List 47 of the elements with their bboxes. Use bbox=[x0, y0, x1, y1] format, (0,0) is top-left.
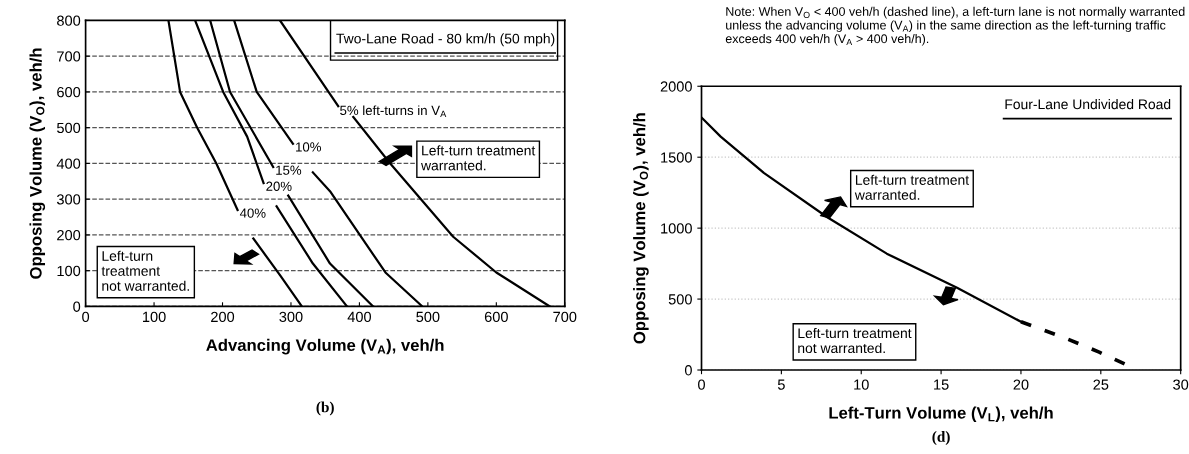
y-tick-label: 600 bbox=[57, 87, 81, 98]
x-tick-label: 15 bbox=[934, 379, 949, 390]
text: Four-Lane Undivided Road bbox=[1005, 99, 1171, 110]
y-axis-title: Opposing Volume (V$_{O}$), veh/h bbox=[29, 48, 46, 279]
x-tick-label: 30 bbox=[1173, 379, 1189, 390]
x-tick-label: 25 bbox=[1093, 379, 1109, 390]
y-tick-label: 1500 bbox=[661, 152, 692, 163]
y-tick-label: 0 bbox=[684, 365, 692, 376]
x-tick-label: 500 bbox=[416, 311, 440, 323]
x-tick-label: 300 bbox=[279, 311, 303, 323]
series-label: 40% bbox=[239, 208, 266, 218]
text: (b) bbox=[316, 401, 334, 416]
x-tick-label: 0 bbox=[698, 379, 705, 390]
x-tick-label: 5 bbox=[777, 379, 785, 390]
series-label: 20% bbox=[266, 181, 292, 191]
series-label: 15% bbox=[276, 165, 302, 175]
y-tick-label: 800 bbox=[57, 15, 81, 26]
y-tick-label: 200 bbox=[57, 230, 81, 241]
x-tick-label: 200 bbox=[211, 311, 235, 323]
x-tick-label: 20 bbox=[1013, 379, 1029, 390]
y-tick-label: 0 bbox=[73, 301, 81, 312]
y-tick-label: 400 bbox=[56, 158, 81, 169]
x-axis-title: Advancing Volume (V$_{A}$), veh/h bbox=[206, 338, 444, 355]
annotation: Left-turn treatment not warranted. bbox=[101, 250, 189, 291]
annotation: Left-turn treatment warranted. bbox=[854, 174, 969, 200]
x-tick-label: 0 bbox=[82, 311, 90, 323]
y-tick-label: 1000 bbox=[661, 223, 692, 234]
y-tick-label: 2000 bbox=[660, 81, 692, 92]
y-tick-label: 100 bbox=[57, 265, 81, 277]
y-tick-label: 700 bbox=[57, 51, 81, 62]
series-label: 5% left-turns in V$_{A}$ bbox=[340, 105, 447, 118]
y-tick-label: 500 bbox=[668, 294, 692, 305]
text: Note: When V$_{O}$ < 400 veh/h (dashed line), a left-turn lane is not normally warranted unless the advancing volume (V$_{A}$) in the same direction as the left-turning traffic exceeds 400 veh/h (V$_{A}$ > 400 veh/h). bbox=[725, 6, 1185, 46]
y-axis-title: Opposing Volume (V$_{O}$), veh/h bbox=[633, 113, 649, 344]
y-tick-label: 300 bbox=[56, 194, 81, 205]
annotation: Left-turn treatment warranted. bbox=[421, 145, 536, 171]
x-tick-label: 400 bbox=[347, 311, 372, 323]
x-tick-label: 100 bbox=[143, 311, 166, 323]
text: Two-Lane Road - 80 km/h (50 mph) bbox=[336, 33, 555, 47]
y-tick-label: 500 bbox=[57, 122, 81, 134]
text: (d) bbox=[932, 431, 950, 445]
x-tick-label: 600 bbox=[484, 311, 508, 323]
x-tick-label: 700 bbox=[553, 311, 577, 323]
annotation: Left-turn treatment not warranted. bbox=[798, 327, 912, 354]
series-label: 10% bbox=[296, 142, 322, 152]
x-axis-title: Left-Turn Volume (V$_{L}$), veh/h bbox=[829, 406, 1053, 423]
x-tick-label: 10 bbox=[854, 379, 869, 390]
